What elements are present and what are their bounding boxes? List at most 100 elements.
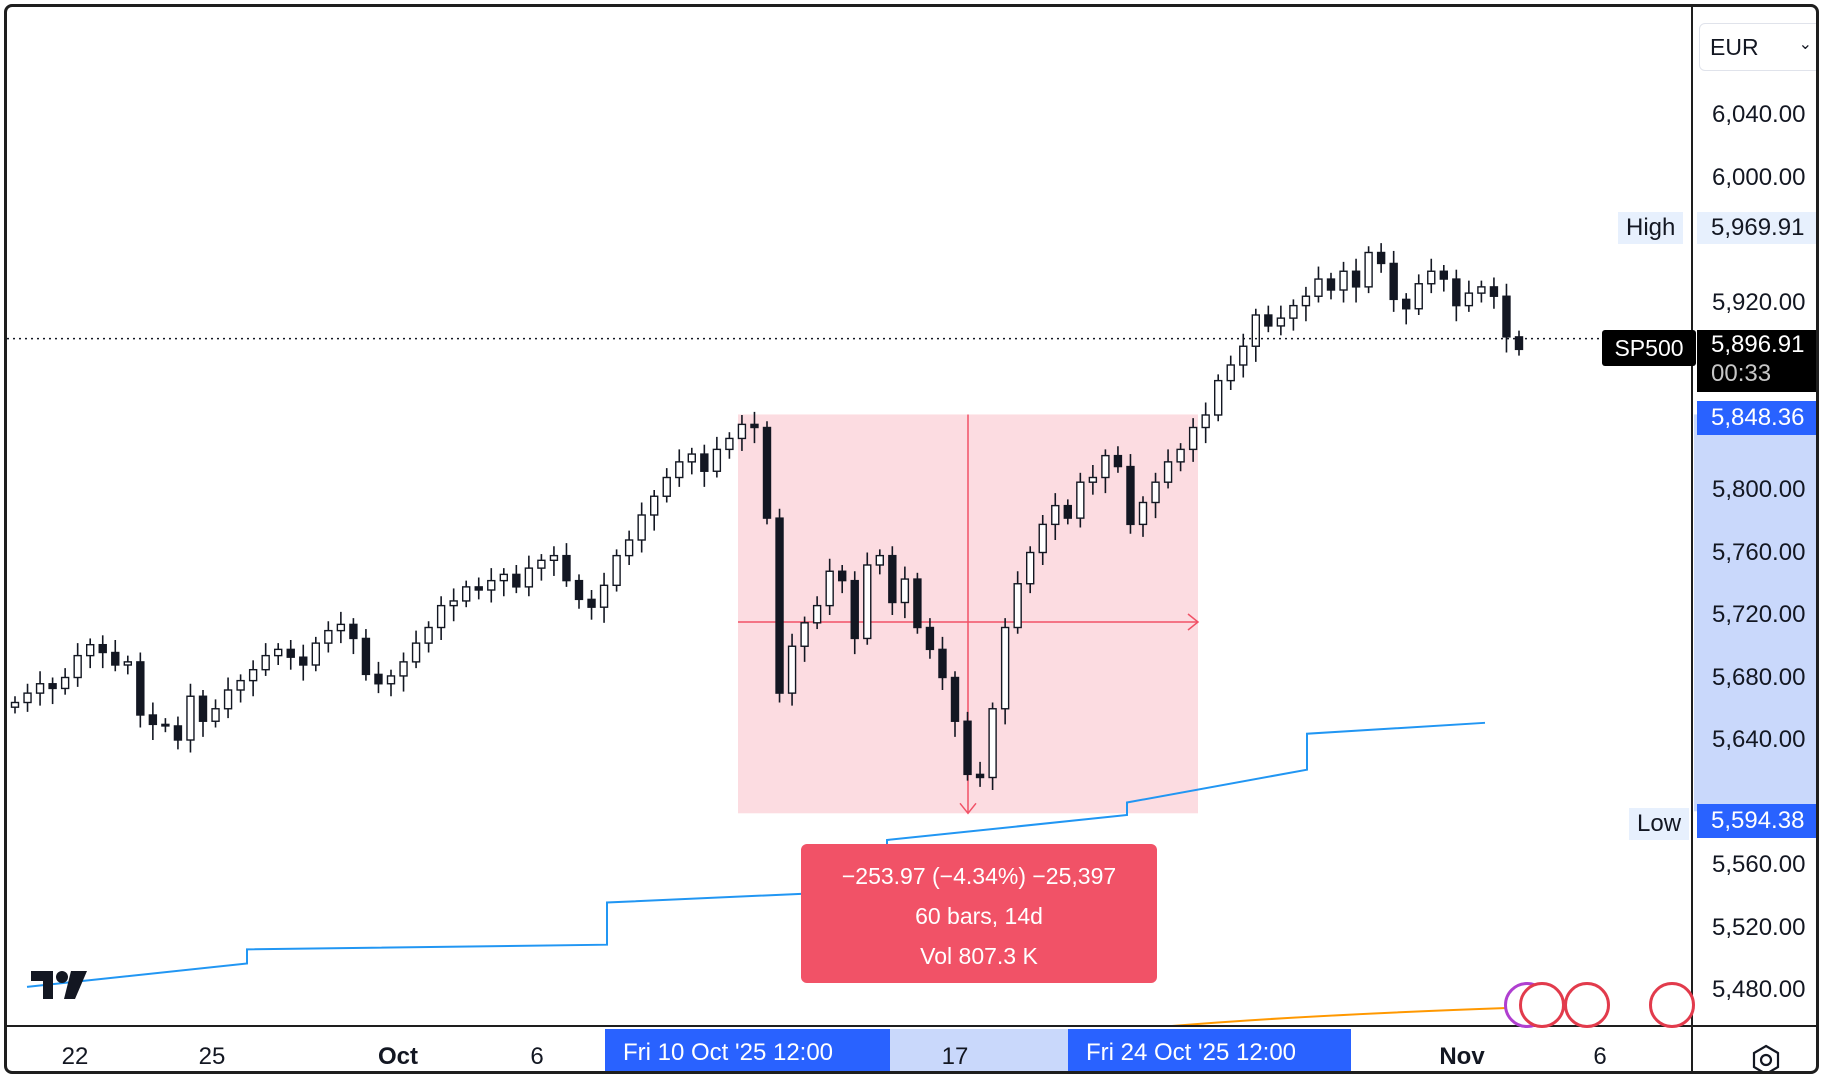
candle	[186, 683, 195, 753]
bar-countdown: 00:33	[1711, 360, 1772, 387]
candle-body	[700, 453, 709, 472]
chevron-down-icon: ⌄	[1798, 36, 1812, 53]
range-top-price: 5,848.36	[1697, 401, 1816, 435]
time-tick-label: 6	[530, 1043, 544, 1070]
secondary-ma-line	[1171, 1007, 1508, 1027]
candle-body	[925, 626, 935, 651]
candle	[637, 502, 646, 553]
measure-change: −253.97 (−4.34%) −25,397	[841, 863, 1117, 889]
price-tick-label: 6,040.00	[1712, 101, 1806, 128]
candle-body	[1063, 504, 1073, 519]
candle	[599, 572, 609, 623]
current-price-box: 5,896.91 00:33	[1697, 330, 1816, 392]
candle-body	[1351, 270, 1361, 288]
candle-body	[73, 654, 82, 679]
candle-body	[750, 423, 759, 429]
candle-body	[499, 573, 508, 582]
candle-body	[311, 642, 320, 666]
candle	[462, 580, 471, 608]
candle	[888, 546, 897, 615]
us-flag-icon[interactable]	[1649, 982, 1695, 1028]
candle	[875, 549, 884, 575]
candle	[1489, 277, 1499, 309]
candle	[624, 530, 634, 565]
price-tick-label: 5,920.00	[1712, 288, 1806, 316]
candle	[136, 652, 145, 728]
candle-body	[812, 604, 822, 624]
candle-body	[512, 573, 521, 588]
candle-body	[1439, 270, 1449, 280]
price-tick-label: 6,000.00	[1712, 163, 1806, 191]
candle-body	[1314, 278, 1323, 297]
candle	[863, 552, 872, 645]
candle-body	[1427, 270, 1436, 285]
candle	[825, 558, 834, 615]
candle-body	[1026, 551, 1035, 585]
candle-body	[612, 554, 621, 587]
candle-body	[123, 661, 133, 666]
candle-body	[361, 637, 371, 676]
candle-body	[111, 651, 120, 666]
candle-body	[800, 622, 809, 647]
candle	[1376, 243, 1386, 273]
candle-body	[411, 642, 421, 663]
candle	[1188, 418, 1198, 462]
candle-body	[374, 673, 383, 685]
candle-body	[1326, 278, 1336, 291]
candle-body	[762, 426, 772, 519]
candle	[60, 668, 70, 695]
candle	[449, 588, 458, 622]
candle	[963, 711, 972, 781]
candle	[838, 565, 847, 594]
chart-canvas[interactable]	[7, 7, 1819, 1074]
candle-body	[988, 708, 997, 779]
candle	[111, 640, 120, 672]
candle-body	[161, 723, 170, 727]
candle	[1163, 449, 1173, 489]
candle	[1364, 246, 1373, 294]
candle	[574, 574, 584, 609]
candle-body	[386, 675, 396, 685]
us-flag-icon[interactable]	[1564, 982, 1610, 1028]
candle-body	[1414, 283, 1423, 310]
candle	[1514, 330, 1524, 356]
price-tick-label: 5,800.00	[1712, 476, 1806, 503]
candle-body	[60, 676, 70, 690]
candle	[650, 490, 659, 531]
currency-select[interactable]: EUR ⌄	[1699, 23, 1816, 71]
candle	[211, 699, 220, 728]
candle-body	[98, 643, 107, 654]
candle-body	[725, 437, 734, 451]
candle-body	[1239, 345, 1248, 366]
candle	[662, 468, 671, 503]
candle	[1314, 266, 1323, 303]
tradingview-logo	[31, 967, 93, 1006]
candle-body	[236, 679, 245, 691]
us-flag-icon[interactable]	[1519, 982, 1565, 1028]
candle	[411, 630, 421, 669]
candle	[687, 447, 696, 475]
candle	[23, 683, 32, 712]
candle-body	[787, 645, 797, 694]
candle	[1176, 443, 1185, 472]
time-tick-label: 6	[1593, 1043, 1607, 1070]
candle-body	[462, 586, 471, 602]
candle	[173, 716, 183, 750]
settings-icon[interactable]	[1749, 1043, 1783, 1071]
candle	[1138, 496, 1148, 537]
candle	[524, 555, 534, 597]
candle-body	[1339, 270, 1348, 291]
candle-body	[1000, 626, 1010, 710]
candle-body	[1389, 262, 1398, 301]
candle	[675, 449, 684, 487]
candle-body	[875, 554, 884, 566]
candle	[286, 640, 295, 670]
measure-volume: Vol 807.3 K	[920, 943, 1038, 969]
candle	[700, 444, 709, 487]
candle-body	[775, 517, 784, 694]
candle	[98, 635, 107, 669]
candle	[1088, 465, 1098, 495]
candle	[1389, 250, 1398, 312]
candle-body	[399, 661, 408, 677]
candle	[1013, 571, 1022, 634]
